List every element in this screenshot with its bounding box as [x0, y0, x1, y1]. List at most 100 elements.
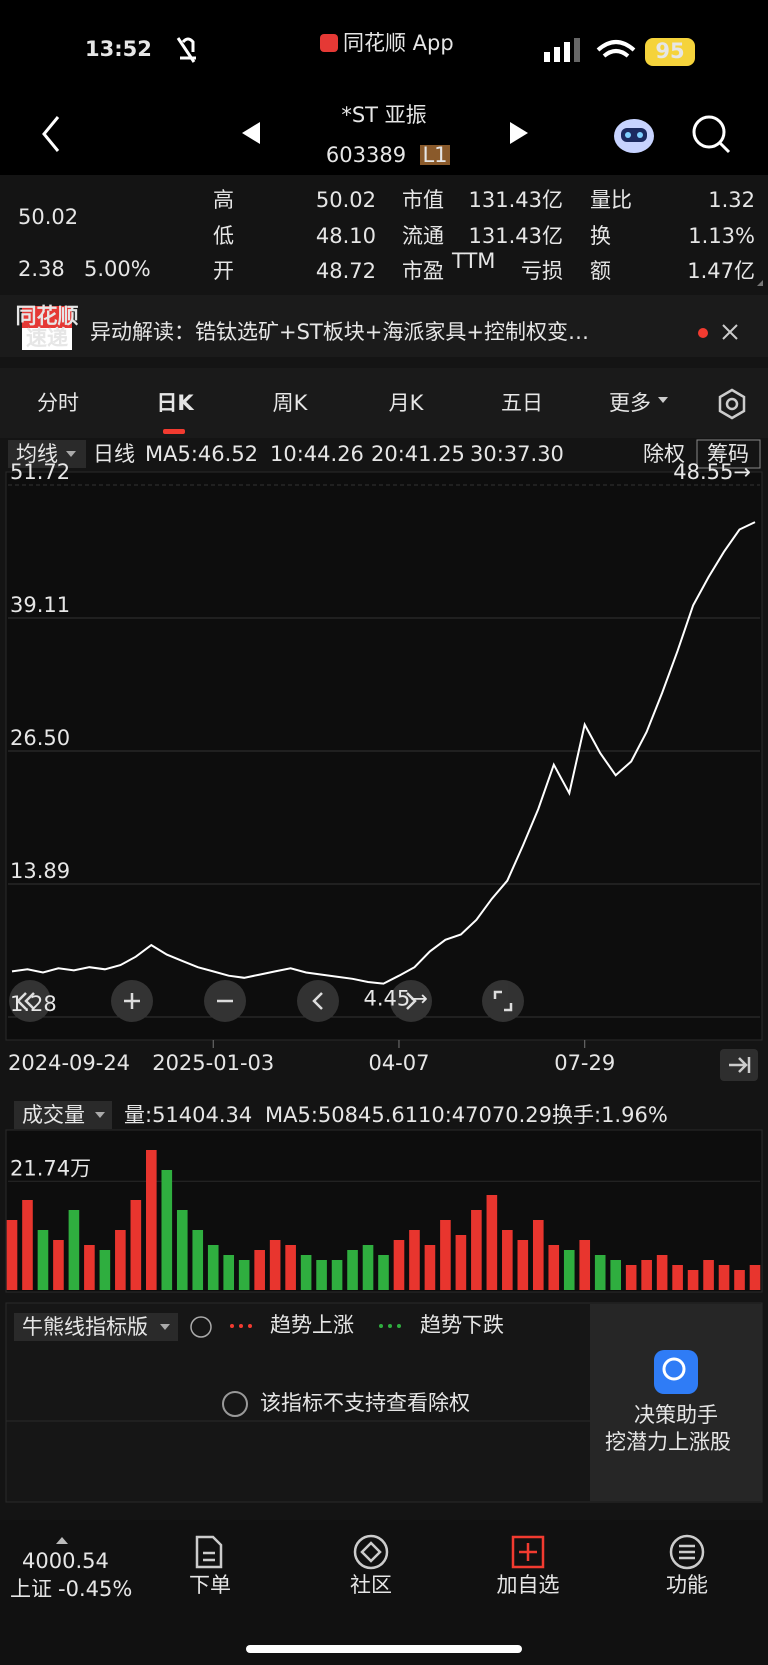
- helper-glyph: [662, 1357, 686, 1381]
- volume-bar: [749, 1265, 761, 1290]
- quote-label: 流通: [402, 224, 444, 248]
- news-logo: [22, 306, 72, 328]
- tab[interactable]: 月K: [389, 391, 425, 415]
- indicator-name[interactable]: 牛熊线指标版: [22, 1315, 148, 1339]
- chips-button-frame[interactable]: [696, 439, 761, 469]
- info-icon: [222, 1391, 248, 1417]
- quote-label: 换: [590, 224, 611, 248]
- assistant-button[interactable]: [614, 119, 654, 153]
- nav-label[interactable]: 社区: [350, 1573, 392, 1597]
- nav-icons: [195, 1534, 705, 1570]
- quote-label: 高: [213, 188, 234, 212]
- tab[interactable]: 五日: [501, 391, 543, 415]
- ma20-value: 20:41.25: [371, 442, 465, 466]
- volume-bar: [269, 1240, 281, 1290]
- tab[interactable]: 周K: [273, 391, 309, 415]
- y-tick-label: 39.11: [10, 593, 70, 617]
- nav-label[interactable]: 功能: [666, 1573, 708, 1597]
- helper-title[interactable]: 决策助手: [634, 1403, 718, 1427]
- helper-icon[interactable]: [654, 1350, 698, 1394]
- tab[interactable]: 分时: [37, 391, 79, 415]
- home-indicator: [246, 1645, 522, 1653]
- volume-value: 量:51404.34: [124, 1103, 252, 1127]
- volume-bar: [207, 1245, 219, 1290]
- volume-bar: [517, 1240, 529, 1290]
- quote-value: 131.43亿: [469, 188, 563, 212]
- y-tick-label: 1.28: [10, 992, 57, 1016]
- signal-icon: [544, 38, 580, 62]
- volume-bar: [347, 1250, 358, 1290]
- ma10-value: 10:44.26: [270, 442, 364, 466]
- legend-down: 趋势下跌: [420, 1313, 504, 1337]
- news-logo-top: 同花顺: [16, 304, 79, 328]
- indicator-select[interactable]: [14, 1313, 178, 1341]
- price-change: 2.38: [18, 257, 65, 281]
- chart-controls[interactable]: [9, 980, 524, 1022]
- volume-bar: [115, 1230, 126, 1290]
- price-line: [11, 521, 756, 985]
- wifi-icon: [596, 40, 636, 58]
- quote-value: 50.02: [316, 188, 376, 212]
- turnover: 换手:1.96%: [552, 1103, 668, 1127]
- volume-bar: [130, 1200, 142, 1290]
- tab[interactable]: 更多: [609, 391, 651, 415]
- volume-bar: [300, 1255, 312, 1290]
- volume-bar: [378, 1255, 389, 1290]
- news-text[interactable]: 异动解读：锆钛选矿+ST板块+海派家具+控制权变…: [90, 320, 589, 344]
- volume-select[interactable]: [14, 1101, 112, 1129]
- close-news[interactable]: [722, 324, 738, 340]
- volume-indicator-name[interactable]: 成交量: [22, 1103, 85, 1127]
- nav-label[interactable]: 下单: [189, 1573, 231, 1597]
- next-stock[interactable]: [510, 122, 528, 144]
- quote-value: 131.43亿: [469, 224, 563, 248]
- volume-bar: [393, 1240, 405, 1290]
- search-button[interactable]: [692, 115, 731, 154]
- y-tick-label: 21.74万: [10, 1156, 91, 1180]
- last-price: 50.02: [18, 205, 78, 229]
- volume-bar: [192, 1230, 204, 1290]
- help-icon[interactable]: [190, 1316, 212, 1338]
- volume-bar: [84, 1245, 95, 1290]
- volume-ma5: MA5:50845.61: [265, 1103, 418, 1127]
- back-button[interactable]: [42, 116, 60, 152]
- volume-bar: [176, 1210, 188, 1290]
- active-tab-indicator: [163, 429, 185, 434]
- tab[interactable]: 日K: [156, 391, 194, 415]
- select-caret: [95, 1112, 105, 1118]
- stock-name: *ST 亚振: [341, 103, 426, 127]
- chips-button[interactable]: 筹码: [707, 442, 749, 466]
- y-tick-label: 26.50: [10, 726, 70, 750]
- helper-subtitle[interactable]: 挖潜力上涨股: [605, 1430, 731, 1454]
- volume-bar: [6, 1220, 18, 1290]
- quote-label: 开: [213, 259, 234, 283]
- index-expand[interactable]: [56, 1537, 68, 1544]
- indicator-name[interactable]: 均线: [16, 442, 58, 466]
- watchlist-icon[interactable]: [511, 1535, 545, 1569]
- prev-stock[interactable]: [242, 122, 260, 144]
- settings-button[interactable]: [718, 388, 746, 420]
- adjust-button[interactable]: 除权: [643, 442, 685, 466]
- news-background: [0, 295, 768, 357]
- more-caret[interactable]: [658, 397, 668, 403]
- watchlist-plus: [519, 1543, 537, 1561]
- x-tick-label: 2025-01-03: [152, 1051, 274, 1075]
- battery-level: 95: [655, 39, 684, 63]
- volume-bar: [718, 1265, 730, 1290]
- y-tick-label: 13.89: [10, 859, 70, 883]
- quote-value: 1.47亿: [687, 259, 755, 283]
- nav-label[interactable]: 加自选: [497, 1573, 560, 1597]
- expand-corner[interactable]: [757, 280, 763, 286]
- quote-label: 低: [213, 224, 234, 248]
- helper-panel[interactable]: [590, 1304, 762, 1501]
- mute-icon: [176, 37, 196, 63]
- volume-bar: [285, 1245, 296, 1290]
- index-pct: -0.45%: [58, 1577, 132, 1601]
- volume-bar: [362, 1245, 374, 1290]
- control-icons: [16, 990, 513, 1012]
- app-icon: [320, 34, 338, 52]
- volume-bar: [672, 1265, 683, 1290]
- volume-bar: [424, 1245, 436, 1290]
- x-tick-label: 2024-09-24: [8, 1051, 130, 1075]
- news-logo: [22, 328, 72, 350]
